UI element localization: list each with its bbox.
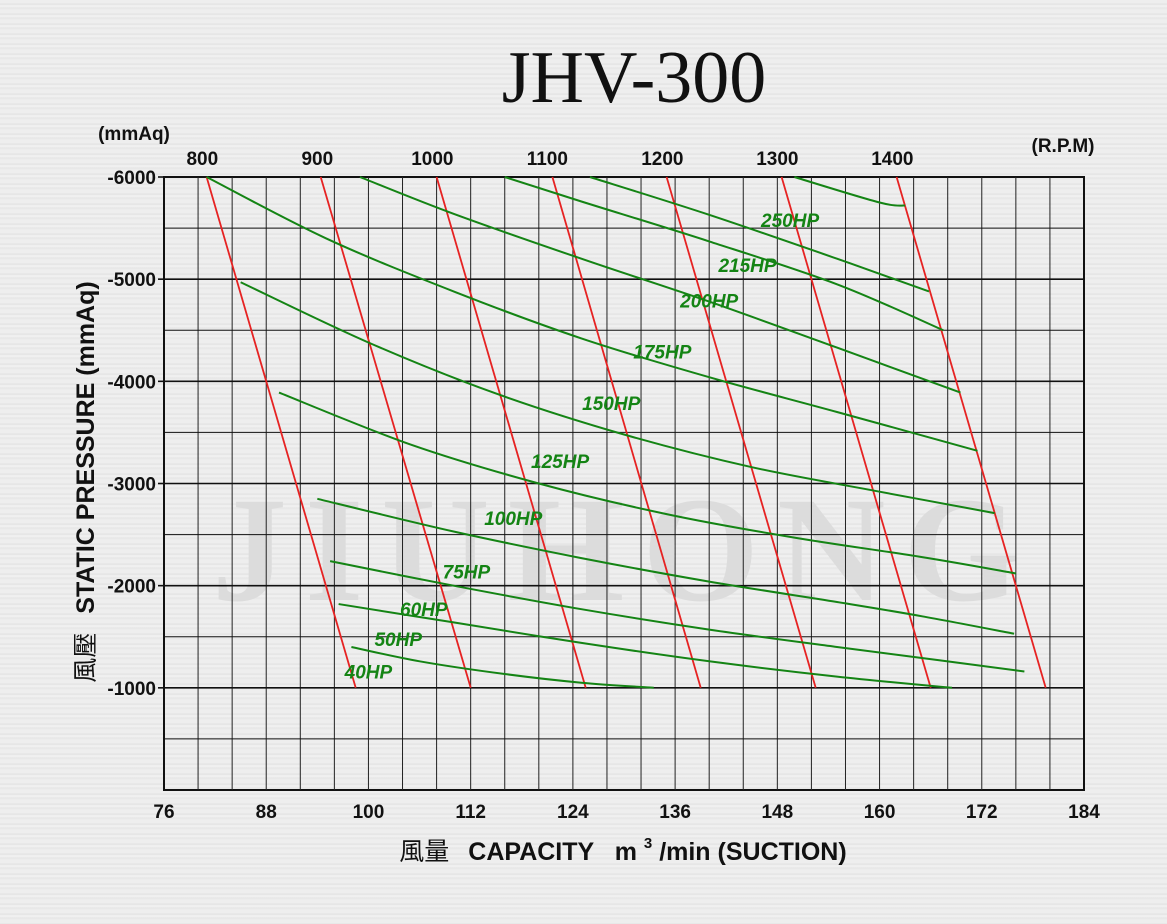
hp-curve <box>589 176 930 293</box>
x-axis-title-text: CAPACITY <box>468 838 594 866</box>
grid <box>158 176 1085 791</box>
x-tick-label: 136 <box>659 802 691 823</box>
x-axis-unit-post: /min (SUCTION) <box>659 838 847 866</box>
y-axis-title: 風壓 STATIC PRESSURE (mmAq) <box>71 281 100 682</box>
hp-curve <box>206 176 978 452</box>
x-tick-label: 112 <box>455 802 486 823</box>
hp-curve <box>278 391 1017 575</box>
rpm-unit-label: (R.P.M) <box>1032 136 1095 157</box>
rpm-curves <box>205 176 1047 689</box>
x-tick-label: 160 <box>864 802 896 823</box>
chart-title: JHV-300 <box>502 37 767 119</box>
rpm-label: 1300 <box>756 149 798 170</box>
hp-label: 250HP <box>760 211 819 232</box>
rpm-label: 1100 <box>527 149 568 170</box>
rpm-line <box>205 176 357 689</box>
rpm-line <box>319 176 472 689</box>
hp-curve <box>359 176 961 394</box>
hp-label: 125HP <box>531 452 589 473</box>
hp-label: 215HP <box>717 256 776 277</box>
x-tick-label: 76 <box>153 802 174 823</box>
hp-label: 100HP <box>484 509 542 530</box>
x-axis-title: 風量 CAPACITY m 3 /min (SUCTION) <box>399 826 846 866</box>
hp-label: 75HP <box>443 562 491 583</box>
x-axis-title-cjk: 風量 <box>399 837 449 866</box>
x-axis-unit-pre: m <box>615 838 637 866</box>
rpm-label: 800 <box>186 149 218 170</box>
hp-label: 150HP <box>582 394 640 415</box>
hp-curve <box>351 645 654 689</box>
rpm-line <box>551 176 702 689</box>
tick-labels: 76 88 100 112 124 136 148 160 172 184 -6000 -5000 -4… <box>107 149 1100 823</box>
hp-curve <box>338 603 953 689</box>
hp-curve <box>240 281 995 515</box>
rpm-label: 1200 <box>641 149 683 170</box>
rpm-label: 900 <box>301 149 333 170</box>
hp-curve <box>329 560 1025 673</box>
y-axis-title-cjk: 風壓 <box>71 633 100 683</box>
rpm-line <box>435 176 587 689</box>
rpm-label: 1400 <box>871 149 913 170</box>
hp-label: 200HP <box>679 292 738 313</box>
rpm-line <box>780 176 932 689</box>
y-tick-label: -5000 <box>107 270 156 291</box>
y-tick-label: -1000 <box>107 679 156 700</box>
rpm-line <box>665 176 817 689</box>
hp-curve <box>317 497 1015 635</box>
hp-label: 50HP <box>374 630 422 651</box>
hp-curve <box>794 176 906 207</box>
y-tick-label: -4000 <box>107 372 156 393</box>
hp-curve <box>504 176 944 332</box>
y-axis-title-text: STATIC PRESSURE (mmAq) <box>72 281 100 613</box>
rpm-label: 1000 <box>411 149 453 170</box>
y-unit-label: (mmAq) <box>98 124 170 145</box>
y-tick-label: -2000 <box>107 577 156 598</box>
hp-label: 175HP <box>633 343 691 364</box>
hp-curves: 40HP 50HP 60HP 75HP 100HP 125HP 150HP 175HP 200H… <box>206 176 1025 689</box>
hp-label: 60HP <box>400 600 448 621</box>
x-axis-unit-sup: 3 <box>644 835 652 852</box>
x-tick-label: 148 <box>761 802 793 823</box>
y-tick-label: -6000 <box>107 168 156 189</box>
rpm-line <box>895 176 1047 689</box>
hp-label: 40HP <box>344 662 393 683</box>
x-tick-label: 100 <box>353 802 385 823</box>
x-tick-label: 88 <box>256 802 277 823</box>
x-tick-label: 124 <box>557 802 589 823</box>
y-tick-label: -3000 <box>107 475 156 496</box>
x-tick-label: 172 <box>966 802 998 823</box>
x-tick-label: 184 <box>1068 802 1100 823</box>
